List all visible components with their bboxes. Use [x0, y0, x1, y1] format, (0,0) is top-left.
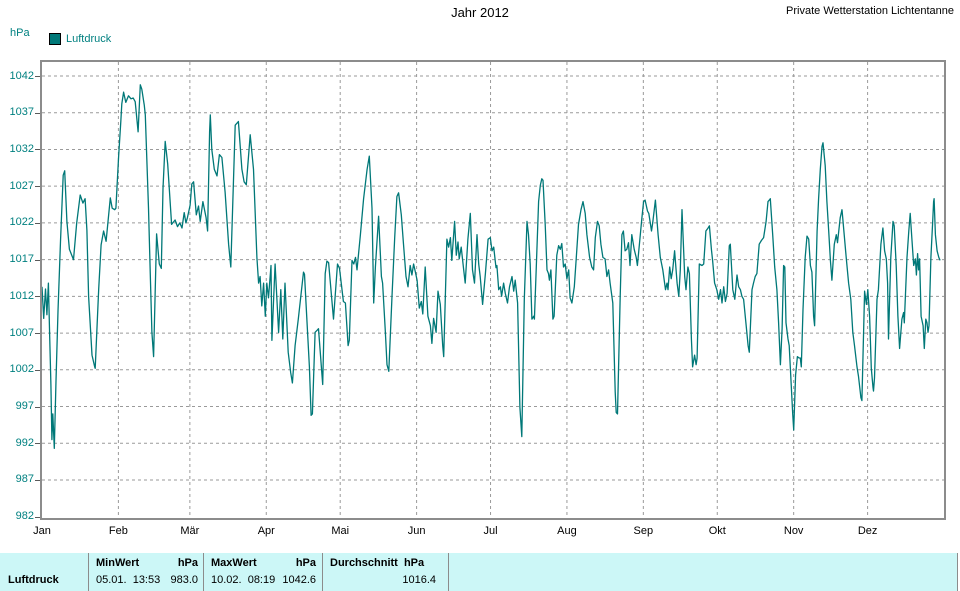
x-axis-month-label: Apr	[257, 525, 275, 537]
y-axis-tick-label: 1027	[9, 179, 34, 192]
x-axis-month-label: Mai	[331, 525, 350, 537]
y-axis-tick-label: 997	[15, 400, 34, 413]
min-value: 983.0	[170, 574, 198, 586]
y-axis-unit-label: hPa	[10, 27, 30, 39]
y-axis-tick-mark	[35, 406, 40, 408]
avg-value: 1016.4	[402, 574, 436, 586]
pressure-line-chart	[40, 60, 946, 520]
y-axis-tick-label: 1037	[9, 106, 34, 119]
y-axis-tick-label: 1017	[9, 253, 34, 266]
legend-label: Luftdruck	[66, 32, 112, 45]
y-axis-tick-label: 992	[15, 436, 34, 449]
y-axis-tick-mark	[35, 369, 40, 371]
max-header-label: MaxWert	[211, 557, 257, 569]
table-row-label: Luftdruck	[8, 574, 59, 586]
legend: Luftdruck	[49, 33, 111, 45]
x-axis-month-label: Jul	[483, 525, 498, 537]
table-column-separator	[448, 553, 449, 591]
summary-table: Luftdruck MinWert hPa 05.01. 13:53 983.0…	[0, 553, 958, 591]
y-axis-tick-label: 982	[15, 510, 34, 523]
y-axis-tick-mark	[35, 222, 40, 224]
min-datetime: 05.01. 13:53	[96, 574, 161, 586]
y-axis-tick-label: 1007	[9, 326, 34, 339]
x-axis-month-label: Jun	[407, 525, 426, 537]
y-axis-tick-mark	[35, 516, 40, 518]
y-axis-tick-mark	[35, 296, 40, 298]
y-axis-tick-label: 1042	[9, 69, 34, 82]
x-axis-month-label: Aug	[557, 525, 577, 537]
min-header-unit: hPa	[177, 557, 198, 569]
min-header-label: MinWert	[96, 557, 140, 569]
y-axis-tick-label: 1002	[9, 363, 34, 376]
y-axis-tick-label: 1012	[9, 289, 34, 302]
legend-swatch-icon	[49, 33, 61, 45]
y-axis-tick-mark	[35, 443, 40, 445]
y-axis-tick-label: 987	[15, 473, 34, 486]
y-axis-tick-label: 1022	[9, 216, 34, 229]
y-axis-tick-mark	[35, 479, 40, 481]
y-axis-tick-label: 1032	[9, 142, 34, 155]
station-name: Private Wetterstation Lichtentanne	[786, 5, 954, 17]
table-column-separator	[322, 553, 323, 591]
max-datetime: 10.02. 08:19	[211, 574, 276, 586]
y-axis-tick-mark	[35, 76, 40, 77]
x-axis-month-label: Jan	[33, 525, 51, 537]
x-axis-month-label: Dez	[857, 525, 878, 537]
max-header-unit: hPa	[295, 557, 316, 569]
page-title: Jahr 2012	[451, 5, 509, 20]
y-axis-tick-mark	[35, 149, 40, 151]
max-value: 1042.6	[282, 574, 316, 586]
avg-header-label: Durchschnitt hPa	[330, 557, 425, 569]
y-axis-tick-mark	[35, 333, 40, 335]
x-axis-month-label: Okt	[708, 525, 726, 537]
table-column-separator	[203, 553, 204, 591]
y-axis-tick-mark	[35, 112, 40, 114]
x-axis-month-label: Mär	[180, 525, 200, 537]
x-axis-month-label: Nov	[783, 525, 804, 537]
y-axis-tick-mark	[35, 259, 40, 261]
table-column-separator	[88, 553, 89, 591]
y-axis-tick-mark	[35, 186, 40, 188]
x-axis-month-label: Sep	[633, 525, 654, 537]
x-axis-month-label: Feb	[108, 525, 128, 537]
